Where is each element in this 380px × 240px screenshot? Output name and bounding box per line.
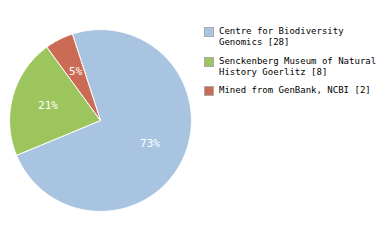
svg-text:5%: 5% <box>69 65 83 78</box>
svg-text:73%: 73% <box>140 137 160 150</box>
html-text:Mined from GenBank, NCBI [2]: Mined from GenBank, NCBI [2] <box>219 85 371 95</box>
svg-text:21%: 21% <box>38 99 58 112</box>
html-text:Centre for Biodiversity Genomi: Centre for Biodiversity Genomics [28] <box>219 26 344 48</box>
html-text:Senckenberg Museum of Natural: Senckenberg Museum of Natural History Go… <box>219 55 377 77</box>
